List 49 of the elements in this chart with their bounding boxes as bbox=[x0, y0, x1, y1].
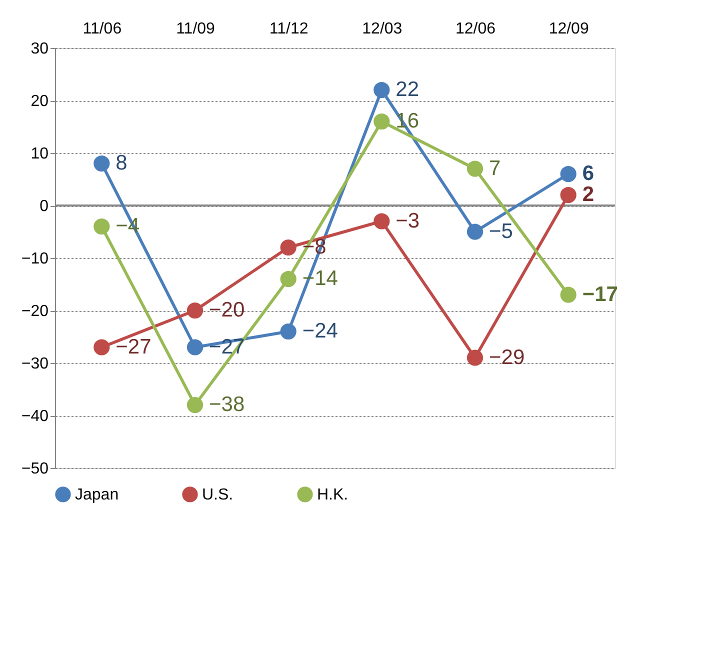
data-label: −29 bbox=[489, 346, 525, 369]
point bbox=[560, 286, 576, 303]
x-tick-label: 11/09 bbox=[176, 20, 216, 38]
data-label: −38 bbox=[209, 393, 245, 416]
y-tick-label: −10 bbox=[21, 250, 49, 268]
point bbox=[186, 302, 204, 319]
legend-label: U.S. bbox=[202, 486, 234, 504]
y-tick-label: 30 bbox=[30, 40, 49, 58]
x-tick-label: 12/06 bbox=[455, 20, 496, 38]
point bbox=[466, 350, 484, 366]
point bbox=[280, 239, 296, 256]
y-tick-label: −30 bbox=[21, 356, 49, 372]
point bbox=[466, 160, 484, 177]
point bbox=[280, 270, 296, 288]
y-tick-label: −20 bbox=[21, 303, 49, 320]
data-label: 22 bbox=[396, 78, 420, 101]
point bbox=[374, 113, 390, 130]
data-label: 8 bbox=[116, 152, 128, 174]
point bbox=[374, 213, 390, 230]
point bbox=[94, 218, 110, 235]
y-tick-label: 0 bbox=[40, 198, 49, 215]
data-label: 2 bbox=[582, 183, 594, 206]
data-label: 6 bbox=[582, 162, 594, 185]
x-tick-label: 12/03 bbox=[362, 20, 402, 38]
point bbox=[560, 166, 576, 182]
y-tick-label: 10 bbox=[30, 146, 49, 162]
legend-label: Japan bbox=[75, 486, 119, 504]
point bbox=[280, 323, 296, 340]
data-label: −20 bbox=[209, 298, 245, 322]
x-tick-label: 11/06 bbox=[82, 20, 122, 38]
point bbox=[186, 396, 204, 414]
y-tick-label: −50 bbox=[21, 460, 49, 478]
data-label: −17 bbox=[582, 282, 618, 306]
y-tick-label: −40 bbox=[21, 408, 49, 425]
point bbox=[94, 155, 110, 172]
data-label: −3 bbox=[396, 209, 420, 232]
point bbox=[466, 224, 484, 240]
y-tick-label: 20 bbox=[30, 93, 49, 110]
point bbox=[374, 82, 390, 98]
point bbox=[186, 339, 204, 356]
data-label: −24 bbox=[302, 320, 338, 342]
point bbox=[94, 339, 110, 356]
x-tick-label: 11/12 bbox=[269, 20, 308, 38]
data-label: −27 bbox=[116, 335, 152, 358]
point bbox=[560, 186, 576, 204]
x-tick-label: 12/09 bbox=[548, 20, 589, 38]
legend-label: H.K. bbox=[317, 486, 348, 504]
data-label: −5 bbox=[489, 220, 513, 243]
data-label: 7 bbox=[489, 156, 501, 180]
